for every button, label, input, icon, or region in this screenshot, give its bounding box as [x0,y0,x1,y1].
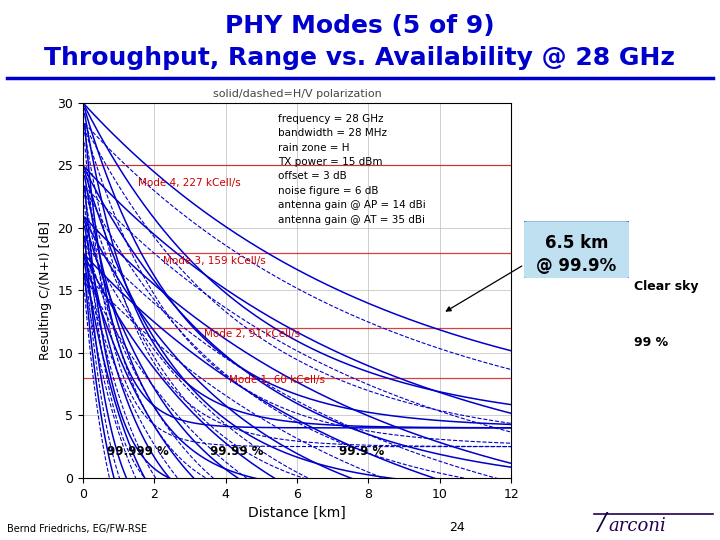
Text: Mode 2, 91 kCell/s: Mode 2, 91 kCell/s [204,328,300,339]
Text: 6.5 km: 6.5 km [544,234,608,252]
X-axis label: Distance [km]: Distance [km] [248,506,346,520]
Text: Mode 3, 159 kCell/s: Mode 3, 159 kCell/s [163,256,266,266]
Text: 24: 24 [449,521,465,534]
Text: Throughput, Range vs. Availability @ 28 GHz: Throughput, Range vs. Availability @ 28 … [45,46,675,70]
Text: PHY Modes (5 of 9): PHY Modes (5 of 9) [225,14,495,37]
Text: arconi: arconi [608,517,666,535]
Text: 99 %: 99 % [634,336,667,349]
Title: solid/dashed=H/V polarization: solid/dashed=H/V polarization [212,89,382,99]
Text: /: / [598,511,606,535]
Text: frequency = 28 GHz
bandwidth = 28 MHz
rain zone = H
TX power = 15 dBm
offset = 3: frequency = 28 GHz bandwidth = 28 MHz ra… [278,114,426,225]
Text: Mode 4, 227 kCell/s: Mode 4, 227 kCell/s [138,178,241,188]
Text: Clear sky: Clear sky [634,280,698,293]
Text: 99.999 %: 99.999 % [107,446,169,458]
Text: Mode 1, 60 kCell/s: Mode 1, 60 kCell/s [229,375,325,385]
FancyBboxPatch shape [522,220,631,279]
Text: Bernd Friedrichs, EG/FW-RSE: Bernd Friedrichs, EG/FW-RSE [7,523,147,534]
Y-axis label: Resulting C/(N+I) [dB]: Resulting C/(N+I) [dB] [39,221,52,360]
Text: @ 99.9%: @ 99.9% [536,256,616,275]
Text: 99.9 %: 99.9 % [338,446,384,458]
Text: 99.99 %: 99.99 % [210,446,263,458]
